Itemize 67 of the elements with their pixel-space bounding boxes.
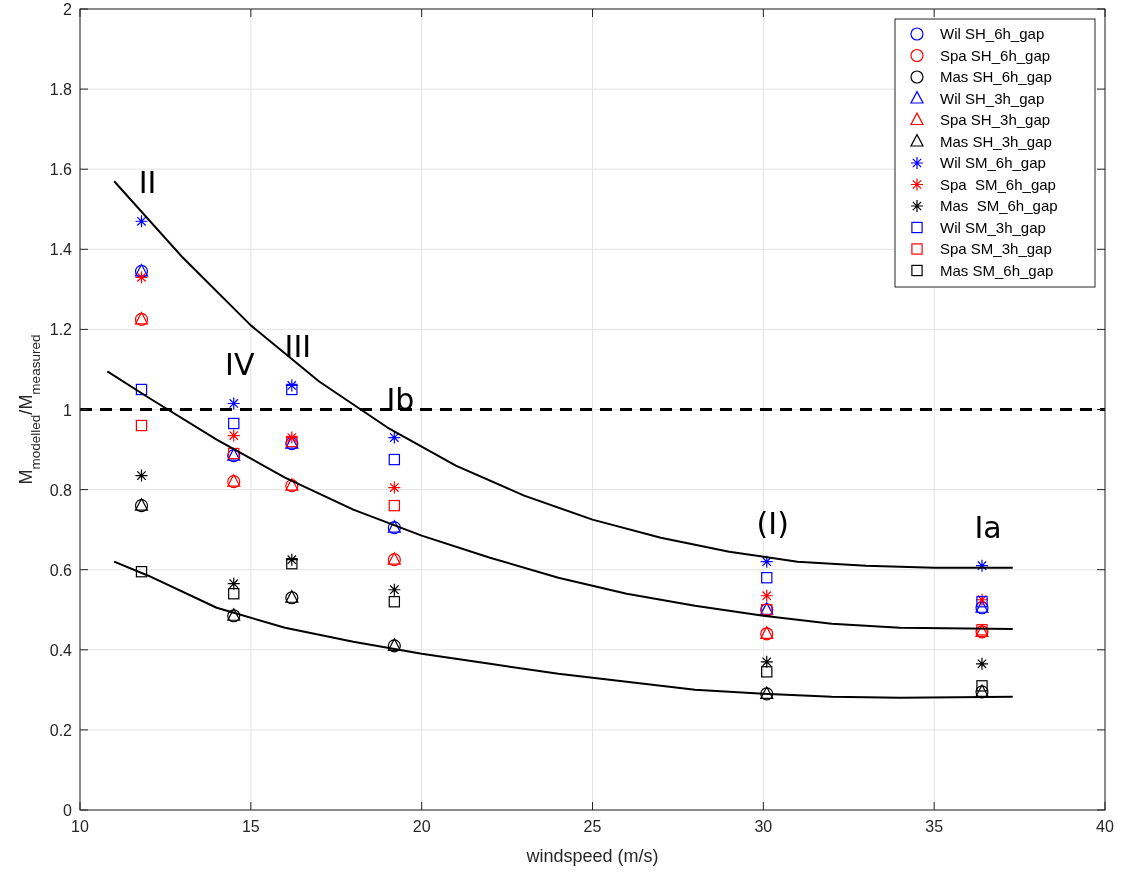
point <box>975 657 989 671</box>
point <box>135 383 148 396</box>
point <box>134 468 149 483</box>
legend-label: Mas SH_6h_gap <box>940 68 1052 85</box>
point <box>286 557 298 570</box>
point <box>134 270 149 284</box>
point <box>134 214 149 228</box>
point <box>761 666 773 678</box>
point <box>227 396 241 411</box>
annotation: III <box>284 329 312 365</box>
y-tick-label: 1 <box>63 401 73 419</box>
legend-label: Wil SH_6h_gap <box>940 25 1045 42</box>
legend-label: Wil SM_3h_gap <box>940 218 1046 236</box>
point <box>387 430 401 445</box>
x-tick-label: 40 <box>1096 818 1114 835</box>
point <box>285 378 299 393</box>
point <box>286 383 298 396</box>
point <box>387 481 401 495</box>
x-tick-label: 15 <box>241 818 260 835</box>
point <box>976 680 988 692</box>
line-series <box>113 560 1014 699</box>
legend-label: Spa SH_3h_gap <box>940 111 1051 128</box>
point <box>388 453 401 466</box>
legend-label: Mas SH_3h_gap <box>940 132 1052 150</box>
point <box>761 572 773 584</box>
point <box>387 583 401 597</box>
point <box>388 596 401 608</box>
point <box>760 555 774 569</box>
x-axis-title: windspeed (m/s) <box>525 846 659 866</box>
x-tick-label: 30 <box>754 818 773 835</box>
point <box>760 589 774 603</box>
x-tick-label: 10 <box>71 818 89 835</box>
y-tick-label: 0.4 <box>49 641 73 659</box>
point <box>285 430 299 445</box>
annotation: IV <box>225 347 255 383</box>
legend-label: Spa SM_3h_gap <box>940 240 1052 257</box>
point <box>135 566 148 578</box>
x-tick-label: 25 <box>583 818 602 835</box>
point <box>227 577 241 591</box>
point <box>228 417 240 430</box>
point <box>227 428 241 443</box>
point <box>135 419 148 432</box>
annotation: II <box>138 165 157 201</box>
y-tick-label: 2 <box>63 1 73 18</box>
x-tick-label: 20 <box>412 818 431 835</box>
y-tick-label: 0 <box>63 802 73 819</box>
point <box>760 655 774 669</box>
y-tick-label: 1.2 <box>49 321 73 339</box>
y-tick-label: 1.6 <box>49 161 73 179</box>
y-tick-label: 0.8 <box>49 481 73 499</box>
legend-label: Mas SM_6h_gap <box>940 261 1054 279</box>
x-tick-label: 35 <box>925 818 944 835</box>
y-tick-label: 1.4 <box>49 241 73 259</box>
legend-label: Mas SM_6h_gap <box>940 197 1058 214</box>
annotation: Ia <box>974 509 1002 545</box>
legend-label: Wil SM_6h_gap <box>940 154 1046 171</box>
annotation: (I) <box>756 505 789 541</box>
y-tick-label: 0.2 <box>49 721 73 739</box>
legend-label: Spa SH_6h_gap <box>940 46 1051 64</box>
point <box>228 588 240 600</box>
legend-label: Wil SH_3h_gap <box>940 89 1045 107</box>
point <box>285 553 299 567</box>
y-tick-label: 0.6 <box>49 561 73 579</box>
point <box>388 499 401 512</box>
legend-label: Spa SM_6h_gap <box>940 175 1056 193</box>
y-tick-label: 1.8 <box>49 81 73 99</box>
point <box>975 559 989 573</box>
